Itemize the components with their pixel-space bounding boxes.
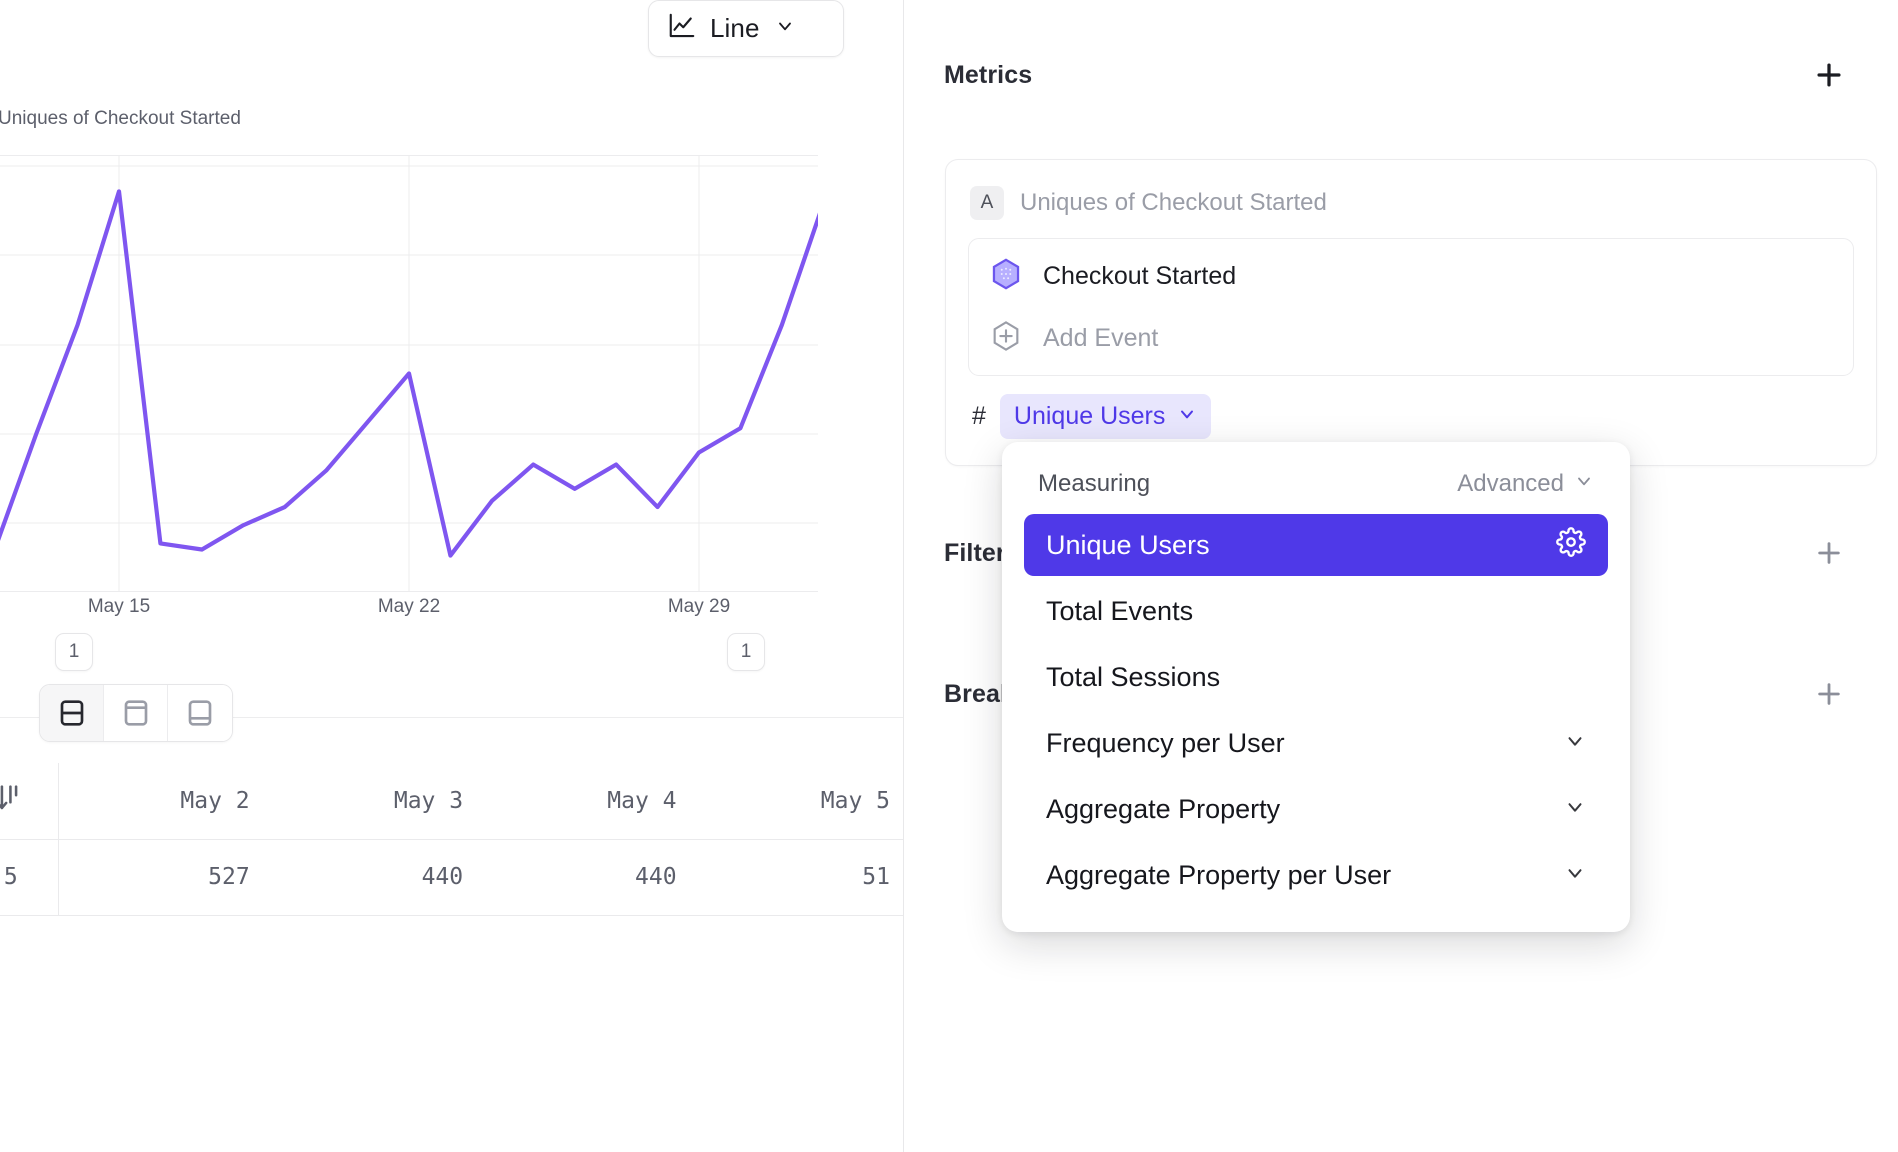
layout-toggle-chart-only[interactable] <box>104 685 168 741</box>
x-axis-tick-labels: May 15 May 22 May 29 <box>0 596 818 624</box>
table-cell: 440 <box>485 839 699 916</box>
menu-item-label: Frequency per User <box>1046 727 1285 758</box>
chevron-down-icon[interactable] <box>1564 794 1586 825</box>
hash-icon: # <box>972 402 986 430</box>
table-cell-value: .5 <box>0 864 18 890</box>
table-cell: 527 <box>58 839 272 916</box>
chart-type-selector[interactable]: Line <box>648 0 844 57</box>
table-cell: 51 <box>698 839 903 916</box>
gear-icon[interactable] <box>1556 526 1586 564</box>
annotation-pill[interactable]: 1 <box>727 633 765 671</box>
table-header-row: May 2 May 3 May 4 May 5 <box>0 763 903 840</box>
metrics-title: Metrics <box>944 60 1033 89</box>
advanced-toggle[interactable]: Advanced <box>1457 470 1594 498</box>
measure-selector-chip[interactable]: Unique Users <box>999 394 1212 439</box>
chevron-down-icon <box>775 16 795 41</box>
chevron-down-icon <box>1177 402 1197 431</box>
menu-item-frequency-per-user[interactable]: Frequency per User <box>1024 712 1608 774</box>
add-filter-button[interactable] <box>1812 536 1846 570</box>
menu-item-aggregate-property-per-user[interactable]: Aggregate Property per User <box>1024 844 1608 906</box>
x-tick-label: May 22 <box>377 596 441 617</box>
event-hexagon-icon <box>989 257 1023 296</box>
sort-descending-icon[interactable] <box>0 781 26 821</box>
chart-title: Uniques of Checkout Started <box>0 108 241 129</box>
add-breakdown-button[interactable] <box>1812 677 1846 711</box>
table-cell: 440 <box>271 839 486 916</box>
add-event-label: Add Event <box>1043 323 1159 352</box>
chevron-down-icon[interactable] <box>1564 860 1586 891</box>
add-metric-button[interactable] <box>1812 58 1846 92</box>
menu-item-total-events[interactable]: Total Events <box>1024 580 1608 642</box>
table-row: .5 527 440 440 51 <box>0 839 903 916</box>
x-tick-label: May 29 <box>667 596 731 617</box>
table-cell-first: .5 <box>0 839 59 916</box>
table-header-cell[interactable]: May 5 <box>698 763 903 840</box>
layout-toggle-table-only[interactable] <box>168 685 232 741</box>
measuring-dropdown: Measuring Advanced Unique Users Total Ev… <box>1002 442 1630 932</box>
menu-item-aggregate-property[interactable]: Aggregate Property <box>1024 778 1608 840</box>
event-label: Checkout Started <box>1043 261 1237 290</box>
table-header-cell[interactable]: May 3 <box>271 763 486 840</box>
add-event-row[interactable]: Add Event <box>969 307 1853 369</box>
table-header-cell[interactable]: May 2 <box>58 763 272 840</box>
chevron-down-icon[interactable] <box>1564 728 1586 759</box>
measure-row: # Unique Users <box>968 376 1854 439</box>
menu-item-label: Total Events <box>1046 595 1194 626</box>
menu-item-label: Aggregate Property <box>1046 793 1281 824</box>
chart-pane: Line Uniques of Checkout Started May 15 … <box>0 0 903 1152</box>
advanced-label: Advanced <box>1457 470 1564 497</box>
metric-name-row[interactable]: A Uniques of Checkout Started <box>968 182 1854 238</box>
annotation-pill[interactable]: 1 <box>55 633 93 671</box>
event-list: Checkout Started Add Event <box>968 238 1854 376</box>
menu-item-total-sessions[interactable]: Total Sessions <box>1024 646 1608 708</box>
dropdown-header: Measuring Advanced <box>1024 464 1608 514</box>
layout-toggle-group <box>39 684 233 742</box>
menu-item-label: Unique Users <box>1046 529 1210 560</box>
menu-item-unique-users[interactable]: Unique Users <box>1024 514 1608 576</box>
metric-letter-badge: A <box>970 186 1004 220</box>
line-chart-icon <box>667 11 697 46</box>
measuring-label: Measuring <box>1038 470 1151 497</box>
metric-name-input[interactable]: Uniques of Checkout Started <box>1020 189 1327 216</box>
add-hexagon-icon <box>989 319 1023 358</box>
line-chart-svg <box>0 155 818 592</box>
chart-plot-area <box>0 155 818 592</box>
layout-toggle-split-horizontal[interactable] <box>40 685 104 741</box>
table-header-sort-cell[interactable] <box>0 763 59 840</box>
metrics-section-header: Metrics <box>944 58 1846 92</box>
menu-item-label: Total Sessions <box>1046 661 1221 692</box>
chevron-down-icon <box>1574 470 1594 498</box>
x-tick-label: May 15 <box>87 596 151 617</box>
table-header-cell[interactable]: May 4 <box>485 763 699 840</box>
event-row-checkout-started[interactable]: Checkout Started <box>969 245 1853 307</box>
menu-item-label: Aggregate Property per User <box>1046 859 1392 890</box>
pane-divider[interactable] <box>903 0 904 1152</box>
divider-rule <box>0 717 903 718</box>
chart-type-label: Line <box>710 13 760 43</box>
metric-card: A Uniques of Checkout Started Checkout S… <box>945 159 1877 466</box>
measure-chip-label: Unique Users <box>1013 402 1166 430</box>
results-table: May 2 May 3 May 4 May 5 .5 527 440 440 <box>0 763 903 916</box>
